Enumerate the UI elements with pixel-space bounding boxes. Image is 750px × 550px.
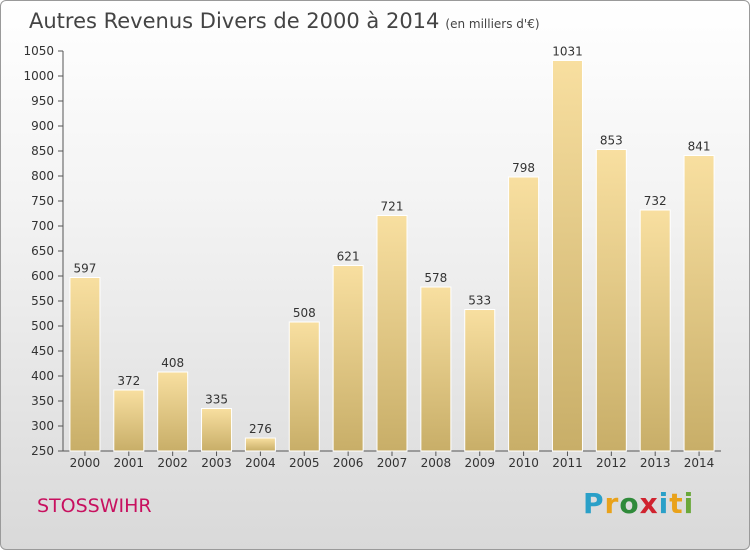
- bar-2006: [332, 265, 364, 452]
- y-tick-label: 300: [31, 419, 54, 433]
- bar-2005: [288, 321, 320, 452]
- value-label: 578: [424, 271, 447, 285]
- proxiti-logo: Proxiti: [583, 487, 694, 520]
- bar-2000: [69, 277, 101, 452]
- y-tick-label: 800: [31, 169, 54, 183]
- y-tick-label: 1000: [23, 69, 54, 83]
- bar-2001: [113, 389, 145, 452]
- x-tick-label: 2000: [70, 456, 101, 470]
- bar-2004: [244, 437, 276, 452]
- x-tick-label: 2008: [421, 456, 452, 470]
- y-tick-label: 950: [31, 94, 54, 108]
- bar-2014: [683, 155, 715, 452]
- value-label: 372: [117, 374, 140, 388]
- logo-letter: o: [619, 487, 640, 520]
- value-label: 621: [337, 250, 360, 264]
- bar-2012: [595, 149, 627, 452]
- logo-letter: t: [669, 487, 684, 520]
- y-tick-label: 500: [31, 319, 54, 333]
- y-tick-label: 450: [31, 344, 54, 358]
- value-label: 841: [688, 140, 711, 154]
- value-label: 853: [600, 134, 623, 148]
- bar-2008: [420, 286, 452, 452]
- y-tick-label: 350: [31, 394, 54, 408]
- bar-2013: [639, 209, 671, 452]
- value-label: 408: [161, 356, 184, 370]
- logo-letter: i: [658, 487, 670, 520]
- value-label: 276: [249, 422, 272, 436]
- y-tick-label: 650: [31, 244, 54, 258]
- bar-2011: [551, 60, 583, 452]
- value-label: 732: [644, 194, 667, 208]
- x-tick-label: 2013: [640, 456, 671, 470]
- y-tick-label: 250: [31, 444, 54, 458]
- x-tick-label: 2011: [552, 456, 583, 470]
- y-tick-label: 850: [31, 144, 54, 158]
- x-tick-label: 2012: [596, 456, 627, 470]
- value-label: 721: [381, 200, 404, 214]
- chart-title-text: Autres Revenus Divers de 2000 à 2014: [29, 9, 440, 33]
- x-tick-label: 2001: [114, 456, 145, 470]
- x-tick-label: 2010: [508, 456, 539, 470]
- value-label: 335: [205, 393, 228, 407]
- bar-2010: [508, 176, 540, 452]
- bar-2002: [157, 371, 189, 452]
- x-tick-label: 2009: [464, 456, 495, 470]
- value-label: 798: [512, 161, 535, 175]
- y-tick-label: 400: [31, 369, 54, 383]
- bar-2009: [464, 309, 496, 452]
- city-name: STOSSWIHR: [37, 495, 152, 517]
- y-tick-label: 600: [31, 269, 54, 283]
- logo-letter: x: [639, 487, 659, 520]
- y-tick-label: 900: [31, 119, 54, 133]
- value-label: 1031: [552, 45, 583, 59]
- y-tick-label: 1050: [23, 44, 54, 58]
- chart-unit: (en milliers d'€): [445, 17, 540, 31]
- bar-2007: [376, 215, 408, 452]
- logo-letter: i: [683, 487, 695, 520]
- x-tick-label: 2007: [377, 456, 408, 470]
- y-tick-label: 700: [31, 219, 54, 233]
- logo-letter: r: [604, 487, 620, 520]
- value-label: 597: [73, 262, 96, 276]
- y-tick-label: 550: [31, 294, 54, 308]
- bar-2003: [201, 408, 233, 452]
- x-tick-label: 2006: [333, 456, 364, 470]
- x-tick-label: 2002: [157, 456, 188, 470]
- x-tick-label: 2014: [684, 456, 715, 470]
- x-tick-label: 2004: [245, 456, 276, 470]
- chart-title: Autres Revenus Divers de 2000 à 2014 (en …: [29, 9, 540, 33]
- value-label: 508: [293, 306, 316, 320]
- value-label: 533: [468, 294, 491, 308]
- x-tick-label: 2005: [289, 456, 320, 470]
- x-tick-label: 2003: [201, 456, 232, 470]
- y-tick-label: 750: [31, 194, 54, 208]
- logo-letter: P: [583, 487, 605, 520]
